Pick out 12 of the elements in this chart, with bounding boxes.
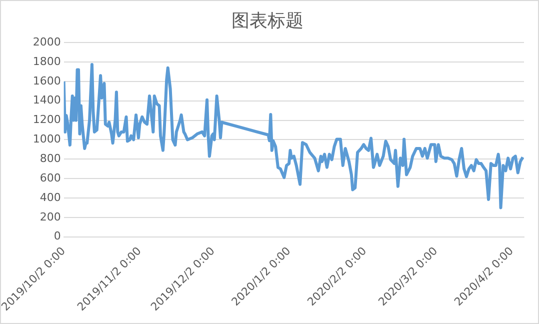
- y-tick-label: 1600: [32, 74, 61, 88]
- y-tick-label: 0: [54, 230, 61, 243]
- y-tick-label: 800: [40, 152, 61, 166]
- y-tick-label: 600: [40, 171, 61, 184]
- y-tick-label: 1800: [32, 54, 61, 68]
- y-tick-label: 400: [40, 190, 61, 204]
- y-tick-label: 1000: [32, 132, 61, 146]
- y-tick-label: 200: [40, 210, 61, 224]
- y-tick-label: 1400: [32, 94, 61, 107]
- y-tick-label: 2000: [32, 35, 61, 48]
- chart-title: 图表标题: [232, 10, 304, 32]
- y-tick-label: 1200: [32, 113, 61, 126]
